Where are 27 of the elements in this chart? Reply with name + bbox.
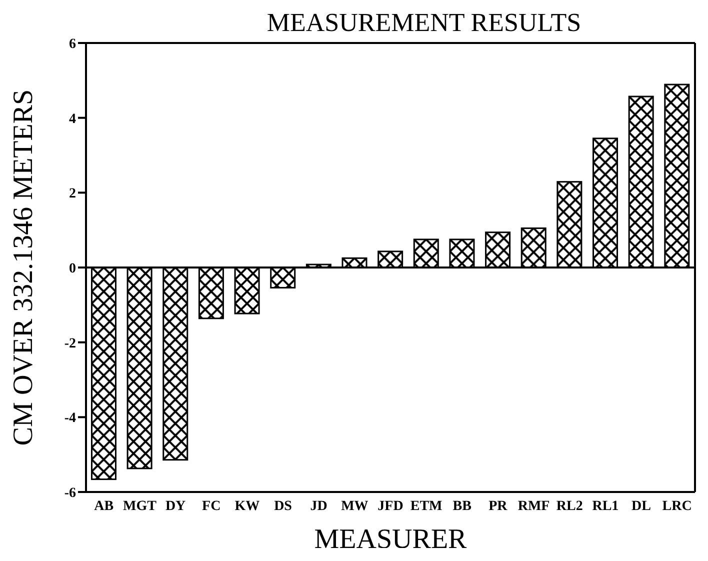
y-tick-label: 2: [69, 186, 76, 202]
x-tick-label: AB: [94, 498, 114, 514]
y-tick-label: -2: [64, 336, 76, 352]
x-tick-label: KW: [234, 498, 260, 514]
x-tick-label: JD: [310, 498, 328, 514]
x-tick-label: RL2: [556, 498, 583, 514]
y-tick-label: 0: [69, 261, 76, 276]
y-tick-label: 4: [69, 112, 76, 127]
x-tick-label: RL1: [592, 498, 619, 514]
x-tick-label: JFD: [378, 498, 404, 514]
x-tick-label: FC: [202, 498, 221, 514]
y-tick-label: -6: [64, 486, 76, 501]
x-tick-label: PR: [488, 498, 508, 514]
x-tick-label: LRC: [662, 498, 692, 514]
y-axis-title: CM OVER 332.1346 METERS: [8, 89, 39, 446]
x-tick-label: RMF: [518, 498, 550, 514]
chart-title: MEASUREMENT RESULTS: [266, 8, 582, 38]
x-tick-label: DY: [165, 498, 186, 514]
x-tick-label: MGT: [123, 498, 158, 514]
y-tick-label: -4: [64, 411, 76, 426]
x-tick-label: DL: [632, 498, 651, 514]
x-axis-title: MEASURER: [314, 524, 468, 555]
x-tick-label: DS: [274, 498, 292, 514]
x-tick-label: ETM: [410, 498, 442, 514]
y-tick-label: 6: [69, 36, 76, 52]
x-tick-label: MW: [341, 498, 368, 514]
x-tick-label: BB: [452, 498, 472, 514]
